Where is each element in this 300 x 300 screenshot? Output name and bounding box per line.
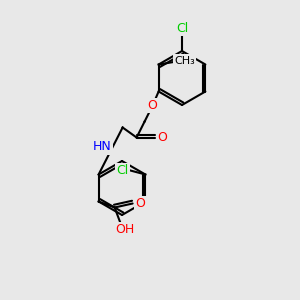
- Text: Cl: Cl: [176, 22, 188, 34]
- Text: O: O: [136, 197, 146, 210]
- Text: HN: HN: [93, 140, 112, 154]
- Text: CH₃: CH₃: [174, 56, 195, 65]
- Text: Cl: Cl: [116, 164, 128, 177]
- Text: O: O: [148, 99, 158, 112]
- Text: O: O: [158, 131, 168, 144]
- Text: OH: OH: [115, 223, 134, 236]
